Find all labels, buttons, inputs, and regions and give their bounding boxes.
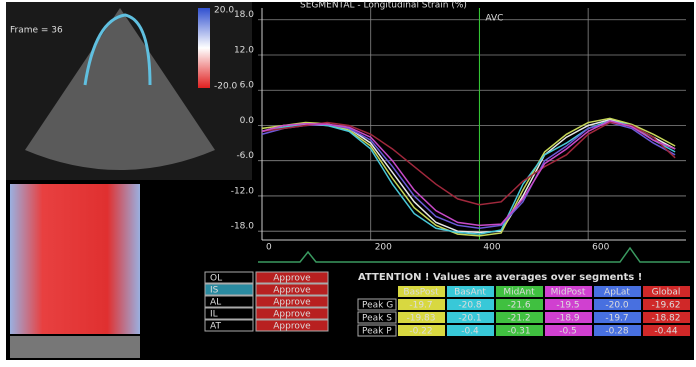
value-text: -0.5 bbox=[559, 327, 577, 337]
column-label: Global bbox=[652, 288, 681, 298]
page: Frame = 36 20.0 -20.0 SEGMENTAL - Longit… bbox=[0, 0, 696, 367]
column-label: BasPost bbox=[403, 288, 439, 298]
y-tick-label: -12.0 bbox=[231, 186, 255, 196]
x-tick-label: 0 bbox=[266, 243, 272, 253]
segment-label: IS bbox=[210, 286, 219, 296]
segment-label: AT bbox=[210, 322, 221, 332]
value-text: -18.9 bbox=[556, 314, 580, 324]
value-text: -0.22 bbox=[409, 327, 432, 337]
row-label: Peak G bbox=[362, 301, 393, 311]
x-tick-label: 400 bbox=[483, 243, 500, 253]
y-tick-label: 12.0 bbox=[234, 45, 254, 55]
row-label: Peak P bbox=[362, 327, 392, 337]
column-label: ApLat bbox=[604, 288, 630, 298]
value-text: -0.4 bbox=[461, 327, 479, 337]
approve-label: Approve bbox=[273, 310, 311, 320]
segment-label: AL bbox=[210, 298, 221, 308]
column-label: MidAnt bbox=[503, 288, 535, 298]
y-tick-label: -18.0 bbox=[231, 222, 255, 232]
avc-label: AVC bbox=[485, 14, 503, 24]
y-tick-label: 6.0 bbox=[240, 81, 255, 91]
y-tick-label: -6.0 bbox=[236, 151, 254, 161]
value-text: -21.6 bbox=[507, 301, 531, 311]
value-text: -19.62 bbox=[651, 301, 680, 311]
row-label: Peak S bbox=[362, 314, 392, 324]
y-tick-label: 18.0 bbox=[234, 10, 254, 20]
value-text: -0.31 bbox=[507, 327, 530, 337]
segment-label: IL bbox=[210, 310, 218, 320]
value-text: -20.1 bbox=[458, 314, 481, 324]
column-label: BasAnt bbox=[454, 288, 486, 298]
color-bar bbox=[198, 8, 210, 88]
value-text: -20.8 bbox=[458, 301, 482, 311]
value-text: -0.28 bbox=[605, 327, 629, 337]
value-text: -21.2 bbox=[507, 314, 530, 324]
scale-bottom: -20.0 bbox=[214, 82, 238, 92]
segment-label: OL bbox=[210, 274, 222, 284]
approve-label: Approve bbox=[273, 274, 311, 284]
screen: Frame = 36 20.0 -20.0 SEGMENTAL - Longit… bbox=[0, 0, 696, 363]
value-text: -19.83 bbox=[406, 314, 435, 324]
frame-label: Frame = 36 bbox=[10, 26, 63, 36]
x-tick-label: 200 bbox=[375, 243, 392, 253]
scale-top: 20.0 bbox=[214, 6, 234, 16]
y-tick-label: 0.0 bbox=[240, 116, 255, 126]
value-text: -19.7 bbox=[409, 301, 432, 311]
table-title: ATTENTION ! Values are averages over seg… bbox=[358, 272, 642, 283]
value-text: -20.0 bbox=[605, 301, 629, 311]
value-text: -0.44 bbox=[654, 327, 678, 337]
value-text: -19.7 bbox=[605, 314, 628, 324]
header: SEGMENTAL - Longitudinal Strain (%) bbox=[300, 1, 467, 11]
approve-label: Approve bbox=[273, 322, 311, 332]
column-label: MidPost bbox=[551, 288, 586, 298]
approve-label: Approve bbox=[273, 286, 311, 296]
strain-map bbox=[10, 184, 140, 334]
approve-label: Approve bbox=[273, 298, 311, 308]
x-tick-label: 600 bbox=[592, 243, 609, 253]
value-text: -18.82 bbox=[651, 314, 680, 324]
mmode-strip bbox=[10, 336, 140, 358]
value-text: -19.5 bbox=[556, 301, 579, 311]
